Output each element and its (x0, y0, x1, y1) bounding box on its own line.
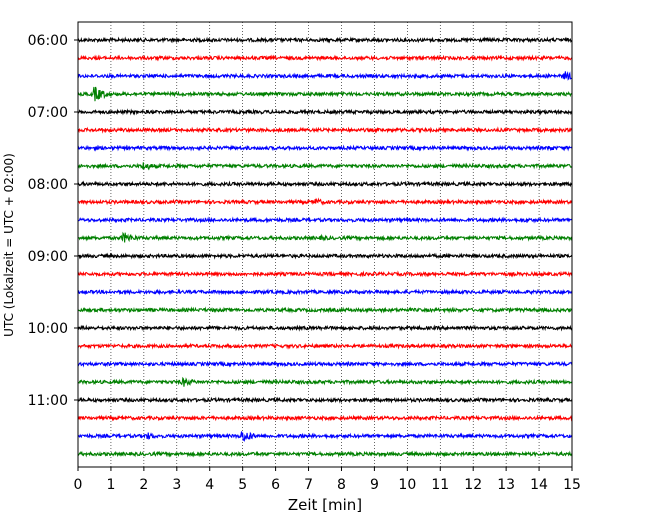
x-tick-label: 7 (304, 477, 313, 493)
x-tick-label: 9 (370, 477, 379, 493)
trace-0915 (77, 270, 573, 278)
trace-1100 (77, 396, 573, 404)
trace-0800 (77, 180, 573, 188)
grid-lines (110, 22, 540, 467)
trace-group (77, 36, 573, 458)
trace-0945 (77, 306, 573, 314)
trace-1145 (77, 450, 573, 458)
trace-0615 (77, 54, 573, 62)
y-tick-label: 07:00 (28, 105, 68, 121)
y-axis-label: UTC (Lokalzeit = UTC + 02:00) (2, 153, 16, 337)
trace-1030 (77, 360, 573, 368)
trace-0730 (77, 144, 573, 152)
x-tick-label: 10 (398, 477, 416, 493)
y-axis-ticks: 06:00 07:00 08:00 09:00 10:00 11:00 (28, 33, 78, 409)
trace-0745 (77, 162, 573, 171)
x-tick-label: 8 (337, 477, 346, 493)
y-tick-label: 10:00 (28, 321, 68, 337)
trace-0845 (77, 231, 573, 243)
trace-0715 (77, 126, 573, 134)
trace-0900 (77, 252, 573, 260)
x-axis-ticks: 0 1 2 3 4 5 6 7 8 9 10 11 12 13 14 15 (74, 467, 581, 493)
trace-0600 (77, 36, 573, 44)
y-tick-label: 06:00 (28, 33, 68, 49)
x-axis-label: Zeit [min] (288, 496, 362, 514)
x-tick-label: 1 (106, 477, 115, 493)
trace-0645 (77, 86, 573, 102)
x-tick-label: 5 (238, 477, 247, 493)
x-tick-label: 3 (172, 477, 181, 493)
plot-frame (77, 21, 573, 468)
trace-0830 (77, 216, 573, 224)
trace-1045 (77, 376, 573, 387)
trace-0630 (77, 71, 573, 81)
x-tick-label: 6 (271, 477, 280, 493)
x-tick-label: 13 (497, 477, 515, 493)
y-tick-label: 09:00 (28, 249, 68, 265)
trace-0930 (77, 288, 573, 296)
x-tick-label: 14 (530, 477, 548, 493)
x-tick-label: 11 (431, 477, 449, 493)
x-tick-label: 15 (563, 477, 581, 493)
trace-0815 (77, 197, 573, 206)
trace-1015 (77, 342, 573, 350)
y-tick-label: 11:00 (28, 393, 68, 409)
trace-1130 (77, 431, 573, 443)
trace-1000 (77, 324, 573, 332)
y-tick-label: 08:00 (28, 177, 68, 193)
trace-0700 (77, 108, 573, 116)
x-tick-label: 4 (205, 477, 214, 493)
x-tick-label: 0 (74, 477, 83, 493)
x-tick-label: 2 (139, 477, 148, 493)
trace-1115 (77, 414, 573, 422)
x-tick-label: 12 (464, 477, 482, 493)
